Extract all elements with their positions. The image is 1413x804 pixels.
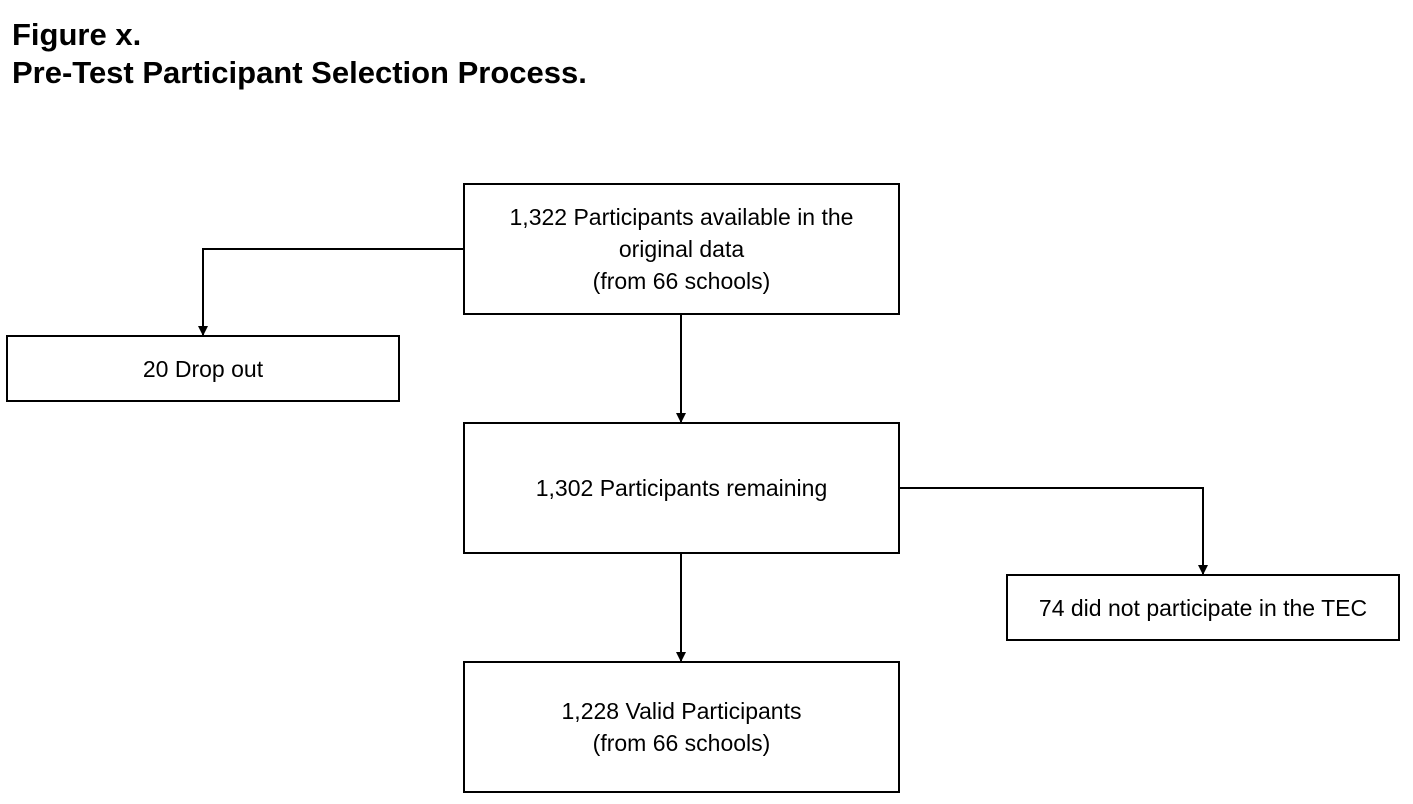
node-text-line: 1,322 Participants available in the xyxy=(509,204,854,230)
node-participants-remaining: 1,302 Participants remaining xyxy=(463,422,900,554)
node-text-line: (from 66 schools) xyxy=(592,730,771,756)
node-text-line: original data xyxy=(618,236,745,262)
node-text-line: (from 66 schools) xyxy=(592,268,771,294)
node-text-line: 1,228 Valid Participants xyxy=(561,698,802,724)
node-valid-participants: 1,228 Valid Participants (from 66 school… xyxy=(463,661,900,793)
edge-start-to-dropout xyxy=(198,248,463,336)
node-text-line: 1,302 Participants remaining xyxy=(535,475,828,501)
node-drop-out: 20 Drop out xyxy=(6,335,400,402)
node-available-participants: 1,322 Participants available in the orig… xyxy=(463,183,900,315)
node-text-line: 74 did not participate in the TEC xyxy=(1038,594,1368,621)
node-text-line: 20 Drop out xyxy=(142,355,264,382)
node-did-not-participate-tec: 74 did not participate in the TEC xyxy=(1006,574,1400,641)
figure-title: Pre-Test Participant Selection Process. xyxy=(12,55,587,90)
figure-label: Figure x. xyxy=(12,17,142,52)
figure-heading: Figure x. Pre-Test Participant Selection… xyxy=(12,16,587,92)
edge-remaining-to-tec xyxy=(900,487,1208,575)
